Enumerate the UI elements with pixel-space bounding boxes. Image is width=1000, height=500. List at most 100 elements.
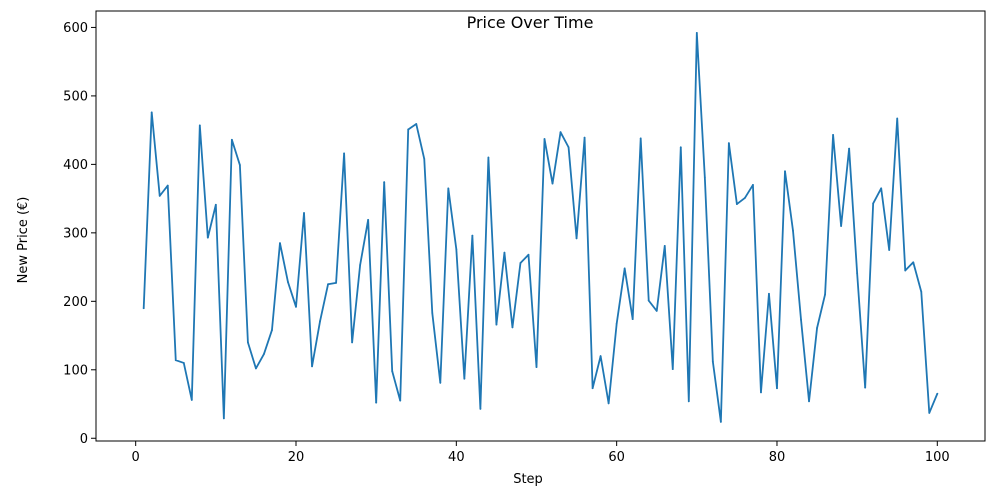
- data-point: [784, 170, 786, 173]
- data-point: [174, 359, 177, 362]
- data-point: [824, 293, 826, 296]
- x-axis-label: Step: [513, 472, 543, 487]
- data-point: [896, 117, 899, 120]
- data-point: [920, 290, 923, 293]
- data-point: [575, 237, 578, 240]
- data-point: [279, 242, 281, 245]
- data-point: [864, 386, 867, 389]
- data-point: [230, 138, 233, 141]
- data-point: [190, 399, 193, 401]
- data-point: [904, 269, 907, 272]
- y-tick-label: 200: [63, 295, 88, 310]
- data-point: [727, 142, 730, 145]
- data-point: [760, 391, 762, 394]
- x-tick-label: 40: [448, 450, 465, 465]
- data-point: [303, 212, 305, 214]
- data-point: [768, 292, 770, 295]
- y-tick-label: 400: [63, 158, 88, 173]
- data-point: [222, 417, 225, 420]
- data-point: [391, 370, 394, 373]
- data-point: [214, 203, 217, 206]
- data-point: [719, 420, 722, 423]
- data-point: [800, 318, 802, 321]
- data-point: [166, 184, 169, 187]
- x-tick-label: 0: [132, 450, 140, 465]
- data-point: [495, 323, 498, 326]
- data-point: [736, 203, 738, 205]
- data-point: [872, 202, 875, 205]
- data-point: [583, 136, 586, 139]
- data-point: [543, 138, 546, 140]
- data-point: [351, 341, 354, 344]
- data-point: [591, 387, 594, 390]
- data-point: [503, 251, 506, 254]
- data-point: [271, 329, 273, 331]
- data-point: [671, 368, 674, 371]
- data-point: [912, 261, 915, 264]
- data-point: [206, 236, 209, 239]
- data-point: [832, 134, 834, 136]
- data-point: [471, 234, 474, 237]
- data-point: [158, 194, 161, 197]
- data-point: [840, 225, 843, 227]
- data-point: [623, 267, 626, 270]
- data-point: [848, 147, 851, 150]
- data-point: [319, 320, 321, 323]
- data-point: [551, 182, 554, 185]
- data-point: [407, 128, 410, 131]
- data-point: [535, 366, 538, 368]
- data-point: [335, 281, 337, 284]
- data-point: [182, 362, 185, 364]
- y-axis: 0 100 200 300 400 500 600: [63, 21, 96, 447]
- data-point: [880, 187, 883, 190]
- data-point: [511, 326, 514, 329]
- data-point: [888, 249, 891, 251]
- data-point: [607, 402, 610, 405]
- data-point: [423, 158, 426, 160]
- y-tick-label: 600: [63, 21, 88, 36]
- data-point: [359, 264, 362, 266]
- data-point: [663, 244, 666, 247]
- data-point: [567, 146, 570, 149]
- data-point: [263, 353, 265, 355]
- x-tick-label: 20: [288, 450, 305, 465]
- data-point: [327, 283, 329, 286]
- axes-frame: [95, 10, 986, 442]
- data-point: [647, 299, 650, 302]
- data-point: [198, 124, 201, 127]
- data-point: [255, 367, 257, 370]
- data-point: [455, 248, 458, 251]
- data-point: [679, 146, 682, 149]
- plot-area: [142, 32, 939, 423]
- y-tick-label: 300: [63, 226, 88, 241]
- data-point: [631, 318, 634, 321]
- data-point: [431, 312, 434, 314]
- data-point: [711, 360, 714, 363]
- data-point: [936, 392, 939, 395]
- data-point: [744, 197, 746, 199]
- data-point: [816, 327, 818, 329]
- data-point: [856, 272, 859, 275]
- x-tick-label: 100: [925, 450, 950, 465]
- chart-title: Price Over Time: [467, 13, 594, 32]
- x-axis: 0 20 40 60 80 100: [132, 441, 950, 465]
- data-point: [792, 229, 794, 232]
- data-point: [287, 281, 289, 284]
- y-axis-label: New Price (€): [16, 197, 31, 284]
- data-point: [311, 365, 313, 368]
- data-point: [447, 187, 450, 190]
- data-point: [687, 400, 690, 403]
- data-point: [527, 253, 530, 256]
- x-tick-label: 80: [769, 450, 786, 465]
- data-point: [439, 381, 442, 384]
- data-point: [703, 176, 706, 179]
- x-tick-label: 60: [608, 450, 625, 465]
- data-point: [559, 131, 562, 134]
- data-point: [928, 412, 931, 414]
- data-point: [399, 399, 402, 402]
- data-point: [752, 184, 754, 186]
- data-point: [487, 156, 490, 159]
- data-point: [142, 307, 145, 310]
